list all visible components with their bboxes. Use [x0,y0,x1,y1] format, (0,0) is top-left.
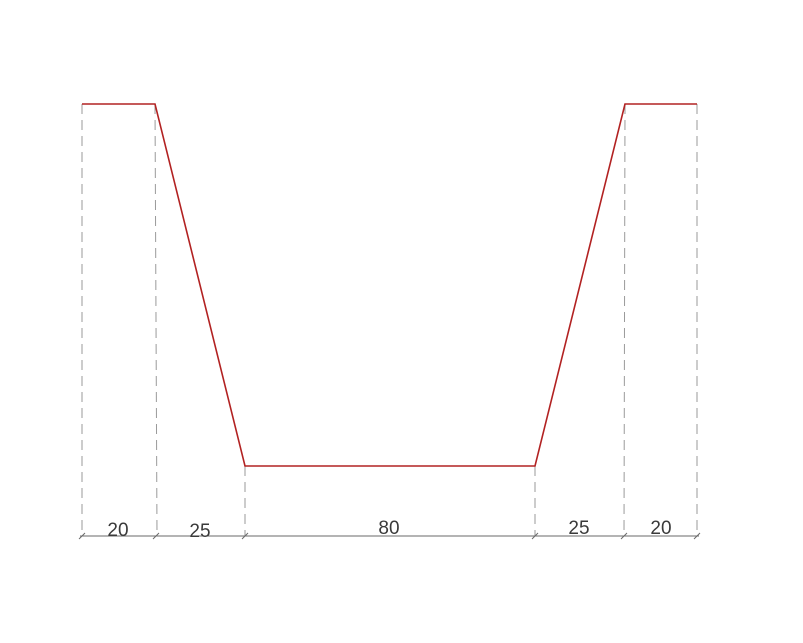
extension-line-2 [154,103,158,537]
channel-profile-line [82,103,697,467]
extension-lines [81,103,698,537]
dimension-tick-2 [152,532,160,540]
dimension-label: 25 [189,521,210,542]
dimension-tick-1 [78,532,86,540]
dimension-label: 20 [650,518,671,539]
dimension-tick-4 [531,532,539,540]
dimension-tick-5 [620,532,628,540]
dimension-label: 25 [568,518,589,539]
dimension-labels: 20 25 80 25 20 [107,518,671,542]
dimension-tick-3 [241,532,249,540]
dimension-label: 80 [378,518,399,539]
dimension-tick-6 [693,532,701,540]
dimension-label: 20 [107,520,128,541]
dimension-line [78,532,701,540]
extension-line-5 [623,103,626,537]
